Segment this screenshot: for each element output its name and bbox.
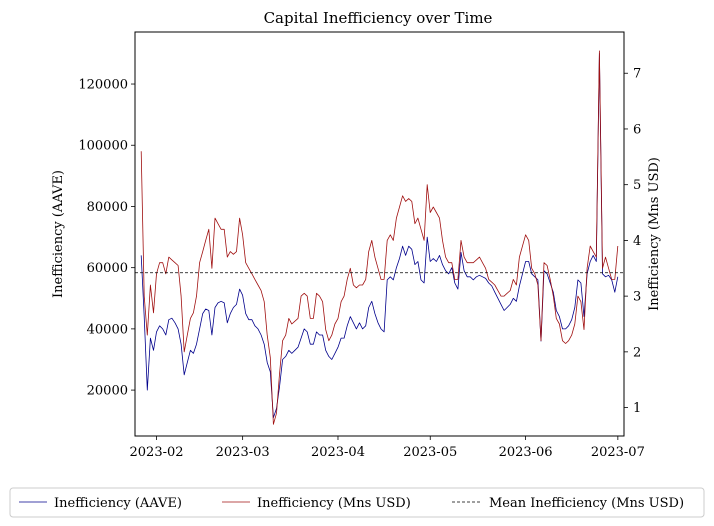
right-y-tick-label: 4 bbox=[633, 234, 641, 249]
x-tick-label: 2023-04 bbox=[311, 445, 365, 460]
series-line-aave bbox=[140, 53, 619, 418]
right-y-axis: 1 2 3 4 5 6 7 bbox=[624, 67, 641, 416]
legend-label-mean: Mean Inefficiency (Mns USD) bbox=[489, 496, 684, 511]
legend-label-usd: Inefficiency (Mns USD) bbox=[257, 496, 411, 511]
left-y-tick-label: 20000 bbox=[87, 384, 128, 399]
left-y-tick-label: 100000 bbox=[78, 139, 128, 154]
right-y-axis-label: Inefficiency (Mns USD) bbox=[647, 157, 662, 311]
series-line-usd bbox=[140, 50, 619, 425]
x-tick-label: 2023-05 bbox=[403, 445, 457, 460]
legend: Inefficiency (AAVE) Inefficiency (Mns US… bbox=[9, 487, 705, 518]
x-tick-label: 2023-07 bbox=[591, 445, 645, 460]
x-tick-label: 2023-06 bbox=[499, 445, 553, 460]
chart-title: Capital Inefficiency over Time bbox=[264, 9, 493, 27]
left-y-tick-label: 120000 bbox=[78, 78, 128, 93]
x-axis: 2023-02 2023-03 2023-04 2023-05 2023-06 2023-… bbox=[130, 436, 645, 460]
left-y-tick-label: 40000 bbox=[87, 322, 128, 337]
plot-frame bbox=[134, 31, 625, 437]
left-y-tick-label: 60000 bbox=[87, 261, 128, 276]
x-tick-label: 2023-02 bbox=[130, 445, 184, 460]
right-y-tick-label: 2 bbox=[633, 345, 641, 360]
right-y-tick-label: 3 bbox=[633, 290, 641, 305]
right-y-tick-label: 5 bbox=[633, 178, 641, 193]
right-y-tick-label: 7 bbox=[633, 67, 641, 82]
right-y-tick-label: 6 bbox=[633, 122, 641, 137]
series-layer bbox=[140, 50, 619, 425]
x-tick-label: 2023-03 bbox=[216, 445, 270, 460]
left-y-axis: 20000 40000 60000 80000 100000 120000 bbox=[78, 78, 135, 399]
legend-label-aave: Inefficiency (AAVE) bbox=[54, 496, 182, 511]
right-y-tick-label: 1 bbox=[633, 401, 641, 416]
left-y-tick-label: 80000 bbox=[87, 200, 128, 215]
left-y-axis-label: Inefficiency (AAVE) bbox=[51, 170, 66, 298]
legend-box bbox=[9, 487, 705, 518]
